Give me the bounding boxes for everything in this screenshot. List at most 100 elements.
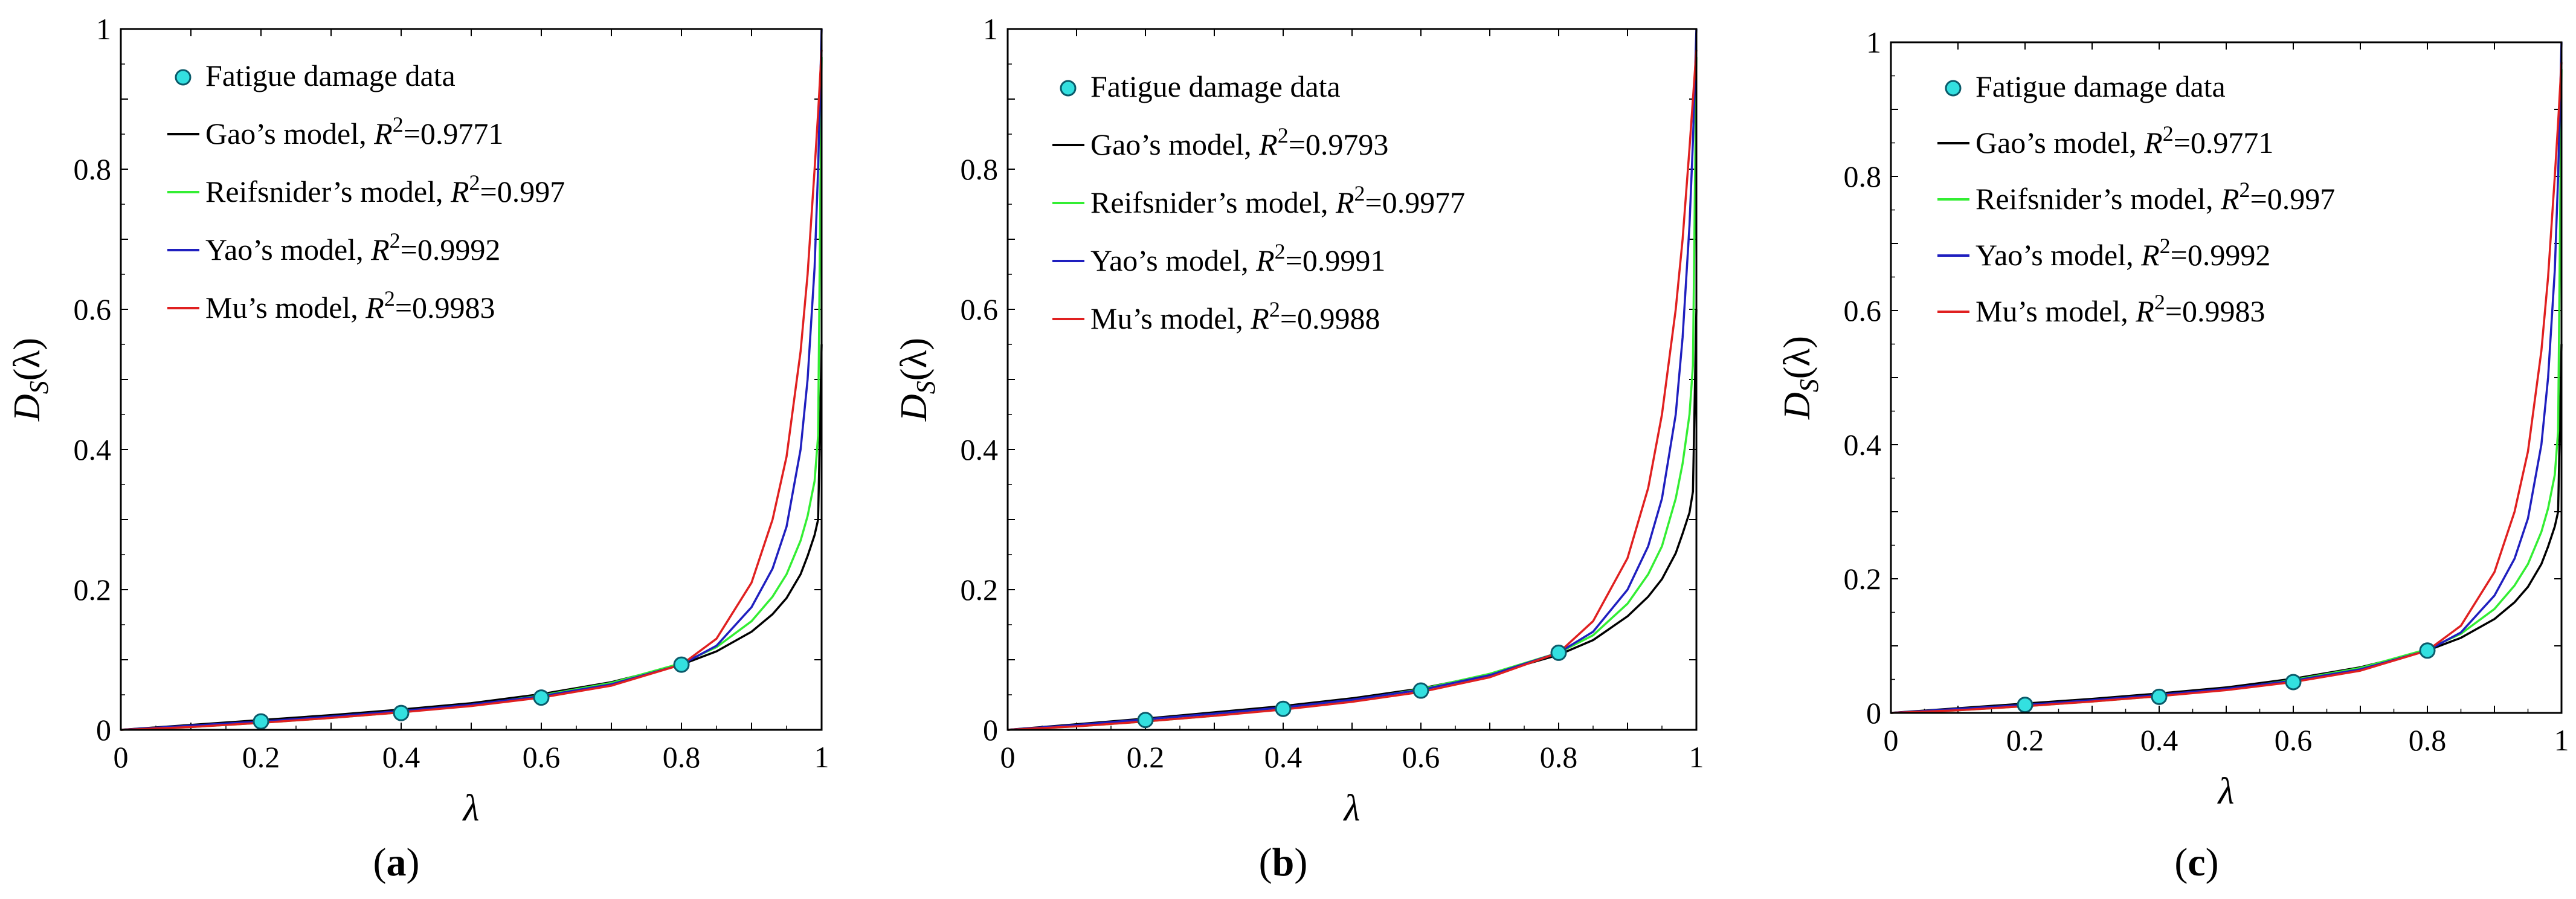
data-point — [1550, 644, 1567, 661]
legend-r-exponent: 2 — [469, 170, 480, 195]
panel-label-b-open: ( — [1258, 840, 1272, 884]
y-tick-label: 0.4 — [74, 433, 112, 466]
legend-label-2: Yao’s model, R2=0.9991 — [1090, 239, 1385, 277]
legend-marker — [1060, 80, 1077, 97]
legend-r-symbol: R — [365, 291, 384, 324]
legend-r-exponent: 2 — [2160, 234, 2171, 258]
series-line-1 — [120, 57, 823, 731]
panel-label-a-close: ) — [406, 840, 420, 884]
legend-model-name: Gao’s model, — [1090, 127, 1259, 161]
y-tick-label: 0.6 — [74, 292, 112, 326]
x-axis-title: λ — [462, 788, 480, 829]
series-line-0 — [1890, 344, 2563, 714]
legend-marker — [175, 69, 192, 86]
y-tick-label: 0.2 — [1844, 562, 1882, 596]
legend-r-symbol: R — [2140, 238, 2160, 272]
series-line-1 — [1890, 69, 2563, 714]
legend-r-exponent: 2 — [2154, 290, 2165, 314]
y-axis-title-arg: (λ) — [7, 338, 48, 381]
legend-model-name: Mu’s model, — [1090, 301, 1251, 335]
legend-r-symbol: R — [1250, 301, 1269, 335]
x-tick-label: 0 — [1000, 740, 1016, 774]
y-axis-title-sub: S — [911, 381, 941, 394]
x-tick-label: 0.6 — [523, 740, 561, 774]
legend-label-3: Mu’s model, R2=0.9983 — [1975, 290, 2265, 328]
legend-r-exponent: 2 — [390, 228, 401, 253]
y-axis-title: DS(λ) — [894, 338, 941, 422]
plot-frame — [1890, 41, 2563, 714]
panel-label-c-close: ) — [2205, 840, 2219, 884]
legend-r2-value: =0.9983 — [2165, 294, 2265, 328]
series-line-0 — [1007, 309, 1698, 731]
y-tick-label: 0.2 — [961, 573, 999, 607]
legend-label-0: Gao’s model, R2=0.9771 — [205, 112, 503, 150]
x-tick-label: 0.4 — [2140, 723, 2178, 757]
legend-r-symbol: R — [1255, 243, 1275, 277]
legend-model-name: Gao’s model, — [205, 117, 374, 150]
series-line-3 — [120, 50, 823, 731]
x-tick-label: 0.6 — [2275, 723, 2313, 757]
legend-r-exponent: 2 — [1269, 297, 1280, 321]
x-tick-label: 0.2 — [2006, 723, 2044, 757]
y-axis-title: DS(λ) — [7, 338, 54, 422]
y-tick-label: 0.4 — [961, 433, 999, 466]
legend-r-symbol: R — [2220, 182, 2240, 216]
legend-r-symbol: R — [2143, 126, 2163, 160]
y-tick-label: 0.8 — [1844, 160, 1882, 193]
legend-r2-value: =0.9992 — [401, 233, 501, 266]
legend-r-exponent: 2 — [2163, 121, 2174, 146]
legend-label-3: Mu’s model, R2=0.9988 — [1090, 297, 1380, 335]
y-tick-label: 0 — [1866, 696, 1881, 730]
legend-r2-value: =0.9771 — [2174, 126, 2274, 160]
y-tick-label: 0.8 — [74, 152, 112, 186]
legend-r-symbol: R — [373, 117, 393, 150]
plot-frame — [120, 28, 823, 731]
x-tick-label: 0.8 — [663, 740, 701, 774]
panel-label-c-open: ( — [2174, 840, 2188, 884]
series-line-0 — [120, 344, 823, 731]
data-point — [2151, 688, 2168, 705]
legend-r2-value: =0.9991 — [1286, 243, 1386, 277]
x-tick-label: 1 — [2554, 723, 2569, 757]
legend-r2-value: =0.9793 — [1289, 127, 1389, 161]
legend-model-name: Mu’s model, — [205, 291, 365, 324]
x-tick-label: 0.6 — [1402, 740, 1440, 774]
x-tick-label: 0 — [114, 740, 129, 774]
legend-model-name: Yao’s model, — [1975, 238, 2141, 272]
y-axis-title-main: D — [7, 394, 48, 422]
y-tick-label: 0.2 — [74, 573, 112, 607]
legend-label-0: Gao’s model, R2=0.9771 — [1975, 121, 2273, 160]
legend-label-0: Gao’s model, R2=0.9793 — [1090, 123, 1388, 161]
y-axis-title: DS(λ) — [1777, 336, 1824, 420]
y-axis-title-arg: (λ) — [894, 338, 935, 381]
legend-r-symbol: R — [370, 233, 390, 266]
x-tick-label: 0.2 — [242, 740, 280, 774]
legend-label-2: Yao’s model, R2=0.9992 — [205, 228, 500, 266]
data-point — [253, 713, 269, 730]
data-point — [1137, 712, 1154, 729]
legend-r2-value: =0.997 — [2250, 182, 2336, 216]
legend-r2-value: =0.9988 — [1280, 301, 1380, 335]
series-line-2 — [1007, 28, 1698, 731]
x-tick-label: 0 — [1884, 723, 1899, 757]
legend-r-exponent: 2 — [1278, 123, 1289, 147]
x-tick-label: 0.8 — [1540, 740, 1578, 774]
x-axis-title: λ — [2217, 771, 2235, 812]
data-point — [2017, 697, 2033, 714]
data-point — [673, 656, 690, 673]
legend-r2-value: =0.9983 — [395, 291, 495, 324]
series-line-2 — [120, 28, 823, 731]
legend-r2-value: =0.9977 — [1365, 185, 1466, 219]
y-axis-title-arg: (λ) — [1777, 336, 1818, 379]
data-point — [1275, 700, 1292, 717]
data-point — [2419, 642, 2436, 659]
legend-r-symbol: R — [1258, 127, 1278, 161]
y-tick-label: 0 — [96, 713, 111, 747]
legend-label-1: Reifsnider’s model, R2=0.9977 — [1090, 181, 1465, 219]
panel-label-a-open: ( — [373, 840, 387, 884]
x-tick-label: 0.2 — [1127, 740, 1165, 774]
legend-r-exponent: 2 — [393, 112, 404, 137]
panel-label-b-letter: b — [1272, 840, 1295, 884]
legend-label-3: Mu’s model, R2=0.9983 — [205, 286, 495, 324]
legend-r-exponent: 2 — [384, 286, 395, 311]
